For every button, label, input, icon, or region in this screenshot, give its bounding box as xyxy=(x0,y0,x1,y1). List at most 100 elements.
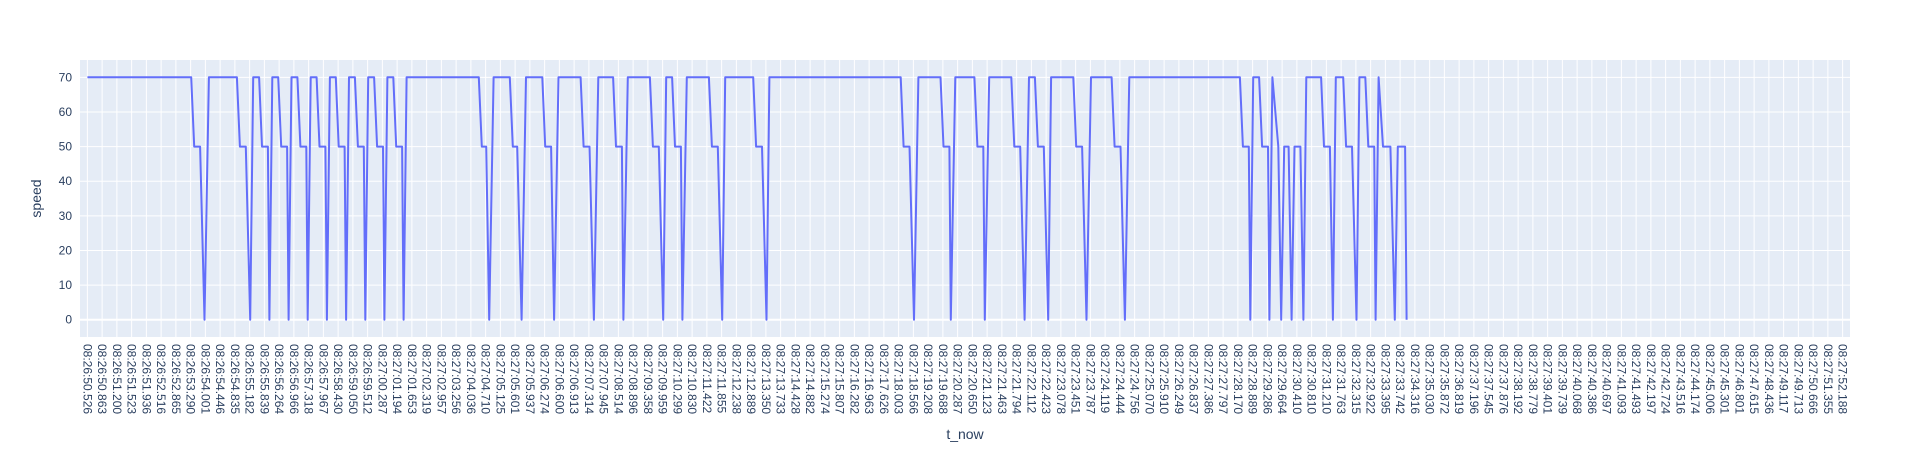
x-tick-label: 08:27:04.710 xyxy=(479,344,493,414)
x-tick-label: 08:27:14.882 xyxy=(803,344,817,414)
x-tick-label: 08:27:26.837 xyxy=(1187,344,1201,414)
x-tick-label: 08:27:16.282 xyxy=(847,344,861,414)
x-tick-label: 08:27:33.395 xyxy=(1378,344,1392,414)
x-tick-label: 08:27:45.301 xyxy=(1718,344,1732,414)
x-tick-label: 08:27:02.319 xyxy=(420,344,434,414)
x-tick-label: 08:27:47.615 xyxy=(1747,344,1761,414)
x-tick-label: 08:27:22.112 xyxy=(1024,344,1038,414)
x-tick-label: 08:27:30.810 xyxy=(1305,344,1319,414)
x-tick-label: 08:27:10.299 xyxy=(670,344,684,414)
x-tick-label: 08:27:07.314 xyxy=(582,344,596,414)
x-tick-label: 08:26:57.318 xyxy=(302,344,316,414)
x-tick-label: 08:27:07.945 xyxy=(597,344,611,414)
x-tick-label: 08:27:20.650 xyxy=(965,344,979,414)
x-tick-label: 08:26:51.936 xyxy=(139,344,153,414)
x-tick-label: 08:27:01.194 xyxy=(390,344,404,414)
x-tick-label: 08:27:06.913 xyxy=(567,344,581,414)
x-tick-label: 08:27:39.739 xyxy=(1555,344,1569,414)
x-tick-label: 08:27:52.188 xyxy=(1836,344,1850,414)
x-tick-label: 08:27:25.070 xyxy=(1142,344,1156,414)
x-tick-label: 08:27:22.423 xyxy=(1039,344,1053,414)
x-tick-label: 08:26:51.200 xyxy=(110,344,124,414)
speed-series-line xyxy=(87,76,1408,321)
x-tick-label: 08:27:51.355 xyxy=(1821,344,1835,414)
x-tick-label: 08:27:01.653 xyxy=(405,344,419,414)
x-tick-label: 08:27:29.286 xyxy=(1260,344,1274,414)
x-tick-label: 08:27:27.386 xyxy=(1201,344,1215,414)
x-tick-label: 08:27:18.003 xyxy=(892,344,906,414)
x-tick-label: 08:27:10.830 xyxy=(685,344,699,414)
x-tick-label: 08:27:38.192 xyxy=(1511,344,1525,414)
x-tick-label: 08:26:50.526 xyxy=(80,344,94,414)
y-tick-label: 70 xyxy=(59,70,73,84)
x-tick-label: 08:26:50.863 xyxy=(95,344,109,414)
x-tick-label: 08:27:33.742 xyxy=(1393,344,1407,414)
x-tick-label: 08:27:40.697 xyxy=(1600,344,1614,414)
x-tick-label: 08:27:31.210 xyxy=(1319,344,1333,414)
x-tick-label: 08:27:37.196 xyxy=(1467,344,1481,414)
x-tick-label: 08:27:41.093 xyxy=(1614,344,1628,414)
x-tick-label: 08:27:12.889 xyxy=(744,344,758,414)
x-tick-label: 08:27:13.733 xyxy=(774,344,788,414)
y-tick-label: 20 xyxy=(59,243,73,257)
x-tick-label: 08:27:36.819 xyxy=(1452,344,1466,414)
x-tick-label: 08:26:51.523 xyxy=(125,344,139,414)
x-tick-label: 08:26:55.839 xyxy=(257,344,271,414)
x-tick-label: 08:26:54.001 xyxy=(198,344,212,414)
x-tick-label: 08:27:09.959 xyxy=(656,344,670,414)
x-tick-label: 08:27:15.807 xyxy=(833,344,847,414)
x-tick-label: 08:27:34.316 xyxy=(1408,344,1422,414)
x-tick-label: 08:27:21.463 xyxy=(995,344,1009,414)
x-tick-label: 08:27:37.545 xyxy=(1482,344,1496,414)
x-tick-label: 08:27:35.872 xyxy=(1437,344,1451,414)
x-tick-label: 08:27:49.713 xyxy=(1791,344,1805,414)
x-tick-label: 08:27:28.889 xyxy=(1246,344,1260,414)
x-tick-label: 08:27:21.123 xyxy=(980,344,994,414)
y-axis-tick-labels: 0 10 20 30 40 50 60 70 xyxy=(59,70,73,326)
x-tick-label: 08:26:58.430 xyxy=(331,344,345,414)
y-tick-label: 30 xyxy=(59,209,73,223)
x-axis-tick-labels: 08:26:50.526 08:26:50.863 08:26:51.200 08:2… xyxy=(80,344,1849,414)
x-tick-label: 08:26:55.182 xyxy=(243,344,257,414)
x-tick-label: 08:27:05.601 xyxy=(508,344,522,414)
x-tick-label: 08:27:23.078 xyxy=(1054,344,1068,414)
x-tick-label: 08:27:45.006 xyxy=(1703,344,1717,414)
y-tick-label: 10 xyxy=(59,278,73,292)
x-tick-label: 08:27:00.287 xyxy=(375,344,389,414)
x-tick-label: 08:26:52.516 xyxy=(154,344,168,414)
x-axis-title: t_now xyxy=(946,426,984,442)
x-tick-label: 08:27:26.249 xyxy=(1172,344,1186,414)
x-tick-label: 08:27:40.068 xyxy=(1570,344,1584,414)
x-tick-label: 08:27:16.963 xyxy=(862,344,876,414)
x-tick-label: 08:27:11.855 xyxy=(715,344,729,414)
x-tick-label: 08:27:38.779 xyxy=(1526,344,1540,414)
x-tick-label: 08:27:03.256 xyxy=(449,344,463,414)
x-tick-label: 08:27:31.763 xyxy=(1334,344,1348,414)
y-tick-label: 60 xyxy=(59,105,73,119)
x-tick-label: 08:27:24.756 xyxy=(1128,344,1142,414)
x-tick-label: 08:27:23.451 xyxy=(1069,344,1083,414)
y-tick-label: 50 xyxy=(59,140,73,154)
x-tick-label: 08:27:27.797 xyxy=(1216,344,1230,414)
x-tick-label: 08:26:59.050 xyxy=(346,344,360,414)
x-tick-label: 08:26:53.290 xyxy=(184,344,198,414)
x-tick-label: 08:27:43.516 xyxy=(1673,344,1687,414)
x-tick-label: 08:27:46.801 xyxy=(1732,344,1746,414)
x-tick-label: 08:27:25.910 xyxy=(1157,344,1171,414)
x-tick-label: 08:27:30.410 xyxy=(1290,344,1304,414)
x-tick-label: 08:27:19.208 xyxy=(921,344,935,414)
x-tick-label: 08:27:24.444 xyxy=(1113,344,1127,414)
x-tick-label: 08:27:15.274 xyxy=(818,344,832,414)
x-tick-label: 08:27:17.626 xyxy=(877,344,891,414)
x-tick-label: 08:27:19.688 xyxy=(936,344,950,414)
x-tick-label: 08:27:02.957 xyxy=(434,344,448,414)
x-tick-label: 08:27:05.125 xyxy=(493,344,507,414)
y-tick-label: 40 xyxy=(59,174,73,188)
x-tick-label: 08:26:59.512 xyxy=(361,344,375,414)
x-tick-label: 08:27:18.566 xyxy=(906,344,920,414)
x-tick-label: 08:27:23.787 xyxy=(1083,344,1097,414)
x-tick-label: 08:27:06.274 xyxy=(538,344,552,414)
x-tick-label: 08:27:08.514 xyxy=(611,344,625,414)
x-tick-label: 08:27:09.358 xyxy=(641,344,655,414)
